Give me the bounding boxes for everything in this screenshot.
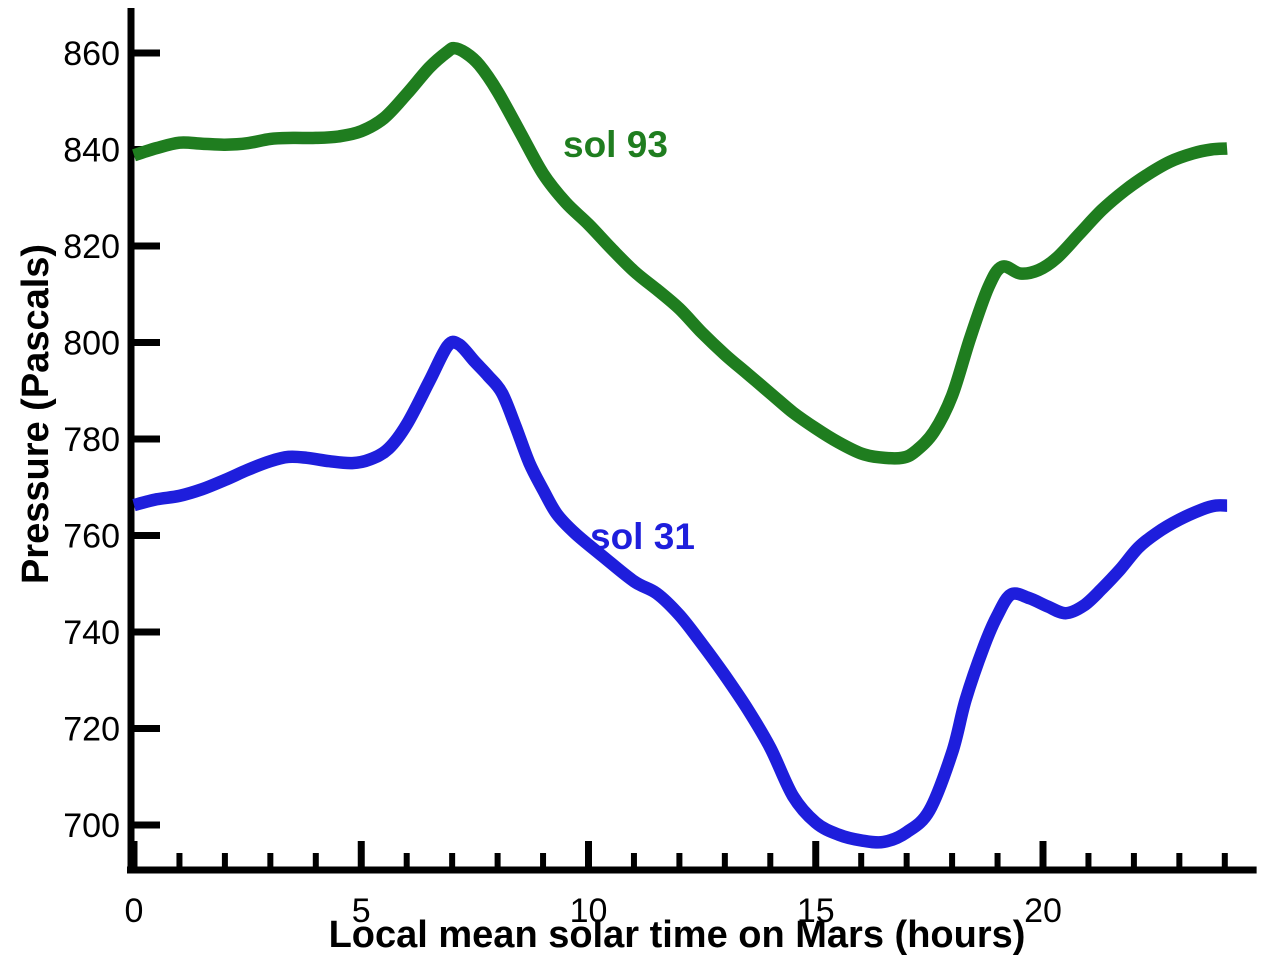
- x-tick-label: 20: [1024, 892, 1062, 930]
- x-tick-label: 15: [797, 892, 835, 930]
- x-tick-label: 0: [125, 892, 144, 930]
- series-label-sol-31: sol 31: [590, 516, 695, 557]
- curve-sol-93: [132, 41, 1228, 465]
- curve-sol-31: [132, 335, 1228, 849]
- y-tick-label: 740: [63, 614, 120, 652]
- tick-labels-layer: 700 720 740 760 780 800 820 840 860 0 5 10 15 20: [63, 35, 1062, 930]
- y-tick-label: 700: [63, 807, 120, 845]
- x-axis-title: Local mean solar time on Mars (hours): [329, 914, 1026, 956]
- y-tick-label: 720: [63, 711, 120, 749]
- y-tick-label: 860: [63, 35, 120, 73]
- y-tick-label: 780: [63, 421, 120, 459]
- series-label-sol-93: sol 93: [563, 124, 668, 165]
- y-tick-label: 760: [63, 518, 120, 556]
- x-tick-label: 10: [570, 892, 608, 930]
- y-tick-label: 820: [63, 228, 120, 266]
- curves-layer: [132, 41, 1228, 849]
- y-tick-label: 840: [63, 132, 120, 170]
- ticks-layer: [130, 49, 1228, 870]
- x-tick-label: 5: [352, 892, 371, 930]
- y-tick-label: 800: [63, 325, 120, 363]
- y-axis-title: Pressure (Pascals): [15, 244, 57, 584]
